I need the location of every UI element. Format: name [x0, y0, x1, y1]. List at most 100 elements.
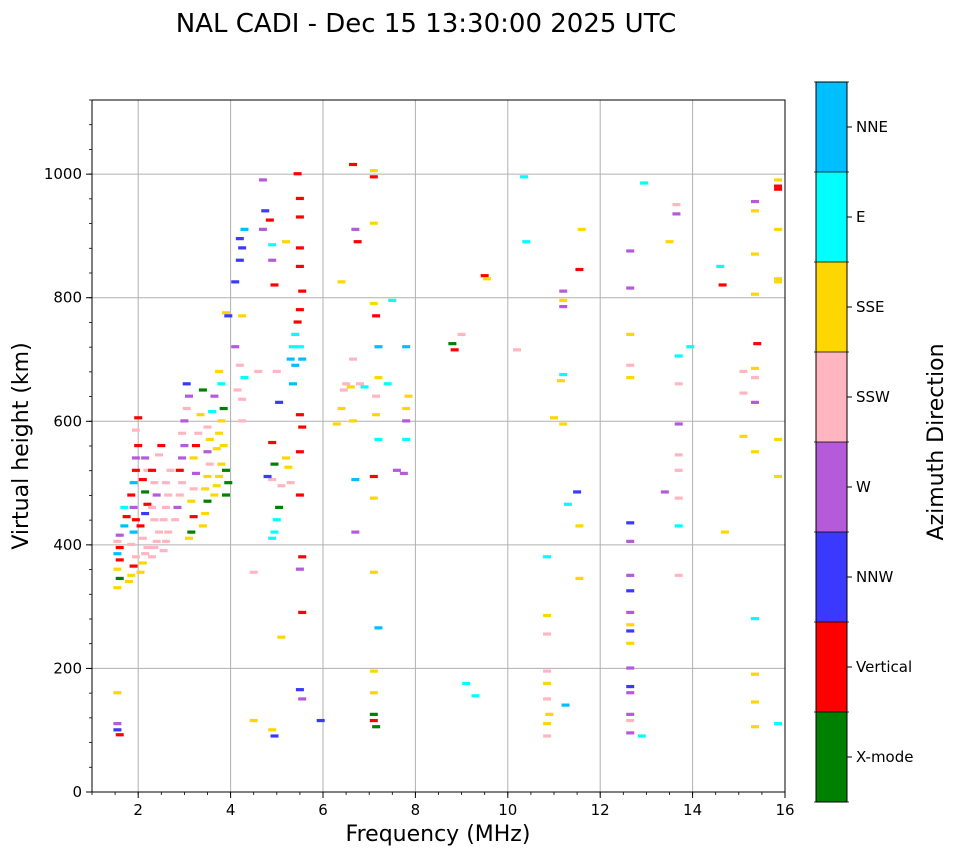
echo-point	[739, 369, 748, 374]
echo-point	[124, 579, 133, 584]
echo-point	[298, 610, 307, 615]
echo-point	[626, 539, 635, 543]
echo-point	[750, 672, 759, 676]
echo-point	[750, 209, 759, 213]
echo-point	[674, 573, 683, 577]
echo-point	[559, 304, 568, 309]
echo-point	[240, 227, 249, 231]
echo-point	[178, 481, 187, 485]
echo-point	[175, 468, 184, 472]
colorbar-label: X-mode	[856, 748, 913, 766]
echo-point	[369, 474, 378, 479]
colorbar-segment	[816, 82, 847, 172]
echo-point	[152, 493, 161, 497]
echo-point	[563, 502, 572, 506]
echo-point	[203, 499, 212, 503]
echo-point	[258, 178, 267, 182]
echo-point	[626, 573, 635, 577]
echo-point	[215, 369, 224, 374]
echo-point	[543, 613, 552, 618]
echo-point	[210, 493, 219, 497]
echo-point	[295, 215, 304, 219]
echo-point	[674, 354, 683, 358]
echo-point	[196, 413, 205, 417]
echo-point	[131, 555, 140, 559]
colorbar-segment	[816, 442, 847, 532]
echo-point	[178, 431, 187, 435]
echo-point	[258, 227, 267, 231]
echo-point	[150, 481, 159, 485]
echo-point	[399, 471, 408, 476]
echo-point	[369, 669, 378, 673]
echo-point	[513, 348, 522, 352]
echo-point	[127, 542, 136, 547]
echo-point	[270, 283, 279, 287]
echo-point	[351, 227, 360, 231]
echo-point	[189, 515, 198, 519]
echo-point	[138, 477, 147, 482]
echo-point	[175, 493, 184, 497]
echo-point	[136, 570, 145, 574]
echo-point	[115, 733, 124, 737]
echo-point	[136, 524, 145, 528]
colorbar-label: SSE	[856, 298, 885, 316]
echo-point	[295, 567, 304, 571]
echo-point	[113, 586, 122, 590]
echo-point	[143, 468, 152, 472]
echo-point	[750, 450, 759, 454]
echo-point	[298, 289, 307, 293]
echo-point	[750, 292, 759, 296]
echo-point	[295, 264, 304, 269]
echo-point	[355, 382, 364, 386]
echo-point	[224, 481, 233, 485]
echo-point	[141, 456, 150, 460]
echo-point	[113, 728, 122, 732]
echo-point	[150, 518, 159, 522]
echo-point	[235, 363, 244, 367]
echo-point	[626, 731, 635, 735]
echo-point	[369, 169, 378, 173]
echo-point	[185, 394, 194, 398]
echo-point	[372, 413, 381, 417]
echo-point	[161, 539, 170, 543]
echo-point	[201, 511, 210, 516]
echo-point	[254, 369, 263, 374]
echo-point	[129, 481, 138, 485]
echo-point	[739, 391, 748, 395]
echo-point	[182, 406, 191, 411]
y-tick-label: 800	[53, 289, 82, 307]
echo-point	[674, 422, 683, 426]
echo-point	[115, 576, 124, 581]
echo-point	[129, 564, 138, 568]
echo-point	[129, 530, 138, 534]
echo-point	[402, 345, 411, 349]
x-tick-label: 12	[591, 801, 610, 819]
echo-point	[543, 697, 552, 701]
echo-point	[265, 218, 274, 222]
echo-point	[626, 666, 635, 670]
echo-point	[665, 240, 674, 244]
echo-point	[480, 274, 489, 278]
echo-point	[180, 444, 189, 448]
echo-point	[360, 385, 369, 389]
echo-point	[173, 505, 182, 509]
echo-point	[575, 576, 584, 581]
echo-point	[198, 524, 207, 528]
echo-point	[298, 425, 307, 429]
echo-point	[545, 712, 554, 716]
echo-point	[774, 178, 783, 182]
echo-point	[349, 162, 358, 167]
x-tick-label: 10	[498, 801, 517, 819]
echo-point	[626, 521, 635, 525]
echo-point	[295, 413, 304, 417]
echo-point	[185, 536, 194, 540]
echo-point	[275, 400, 284, 404]
echo-point	[750, 400, 759, 404]
echo-point	[575, 524, 584, 528]
echo-point	[203, 450, 212, 454]
echo-point	[561, 703, 570, 707]
echo-point	[672, 212, 681, 216]
echo-point	[372, 725, 381, 729]
echo-point	[282, 240, 291, 244]
echo-point	[291, 332, 300, 336]
